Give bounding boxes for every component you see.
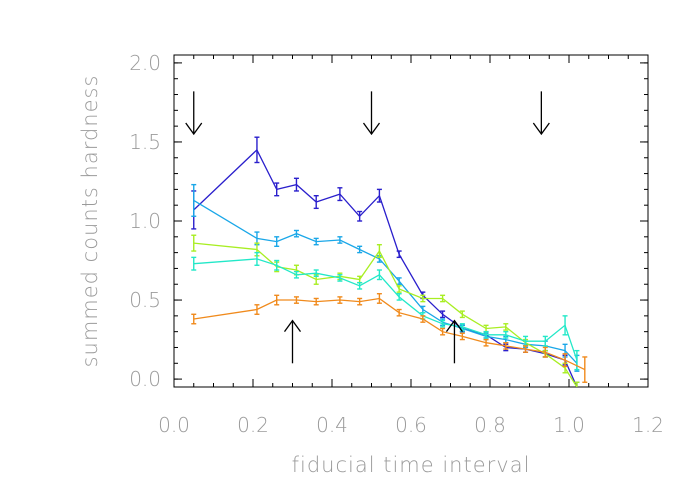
series-5 — [191, 293, 588, 383]
plot-frame — [173, 54, 649, 388]
series-3 — [191, 234, 580, 387]
series-line — [193, 148, 578, 387]
y-tick-label: 1.0 — [129, 209, 161, 233]
arrow-up-head — [445, 319, 463, 332]
arrow-down-head — [185, 122, 203, 136]
y-axis-label: summed counts hardness — [78, 75, 102, 368]
x-tick-label: 0.2 — [237, 413, 269, 437]
y-tick-label: 0.5 — [129, 288, 161, 312]
arrow-up-head — [283, 319, 302, 332]
series-layer — [191, 136, 588, 387]
arrow-layer — [185, 91, 550, 364]
x-tick-label: 1.2 — [632, 413, 664, 437]
series-1 — [191, 136, 580, 387]
x-axis-label: fiducial time interval — [292, 453, 531, 477]
x-ticks: 0.0 0.2 0.4 0.6 0.8 1.0 1.2 — [158, 55, 664, 437]
y-tick-label: 2.0 — [129, 51, 161, 75]
series-line — [193, 242, 578, 387]
y-tick-label: 1.5 — [129, 130, 161, 154]
y-ticks: 0.0 0.5 1.0 1.5 2.0 — [129, 51, 648, 391]
y-tick-label: 0.0 — [129, 367, 161, 391]
x-tick-label: 0.4 — [316, 413, 348, 437]
series-line — [193, 297, 586, 371]
x-tick-label: 0.0 — [158, 413, 190, 437]
series-line — [193, 258, 578, 361]
x-tick-label: 0.8 — [474, 413, 506, 437]
arrow-down-head — [362, 122, 381, 136]
arrow-down-head — [532, 122, 550, 136]
x-tick-label: 1.0 — [553, 413, 585, 437]
x-tick-label: 0.6 — [395, 413, 427, 437]
